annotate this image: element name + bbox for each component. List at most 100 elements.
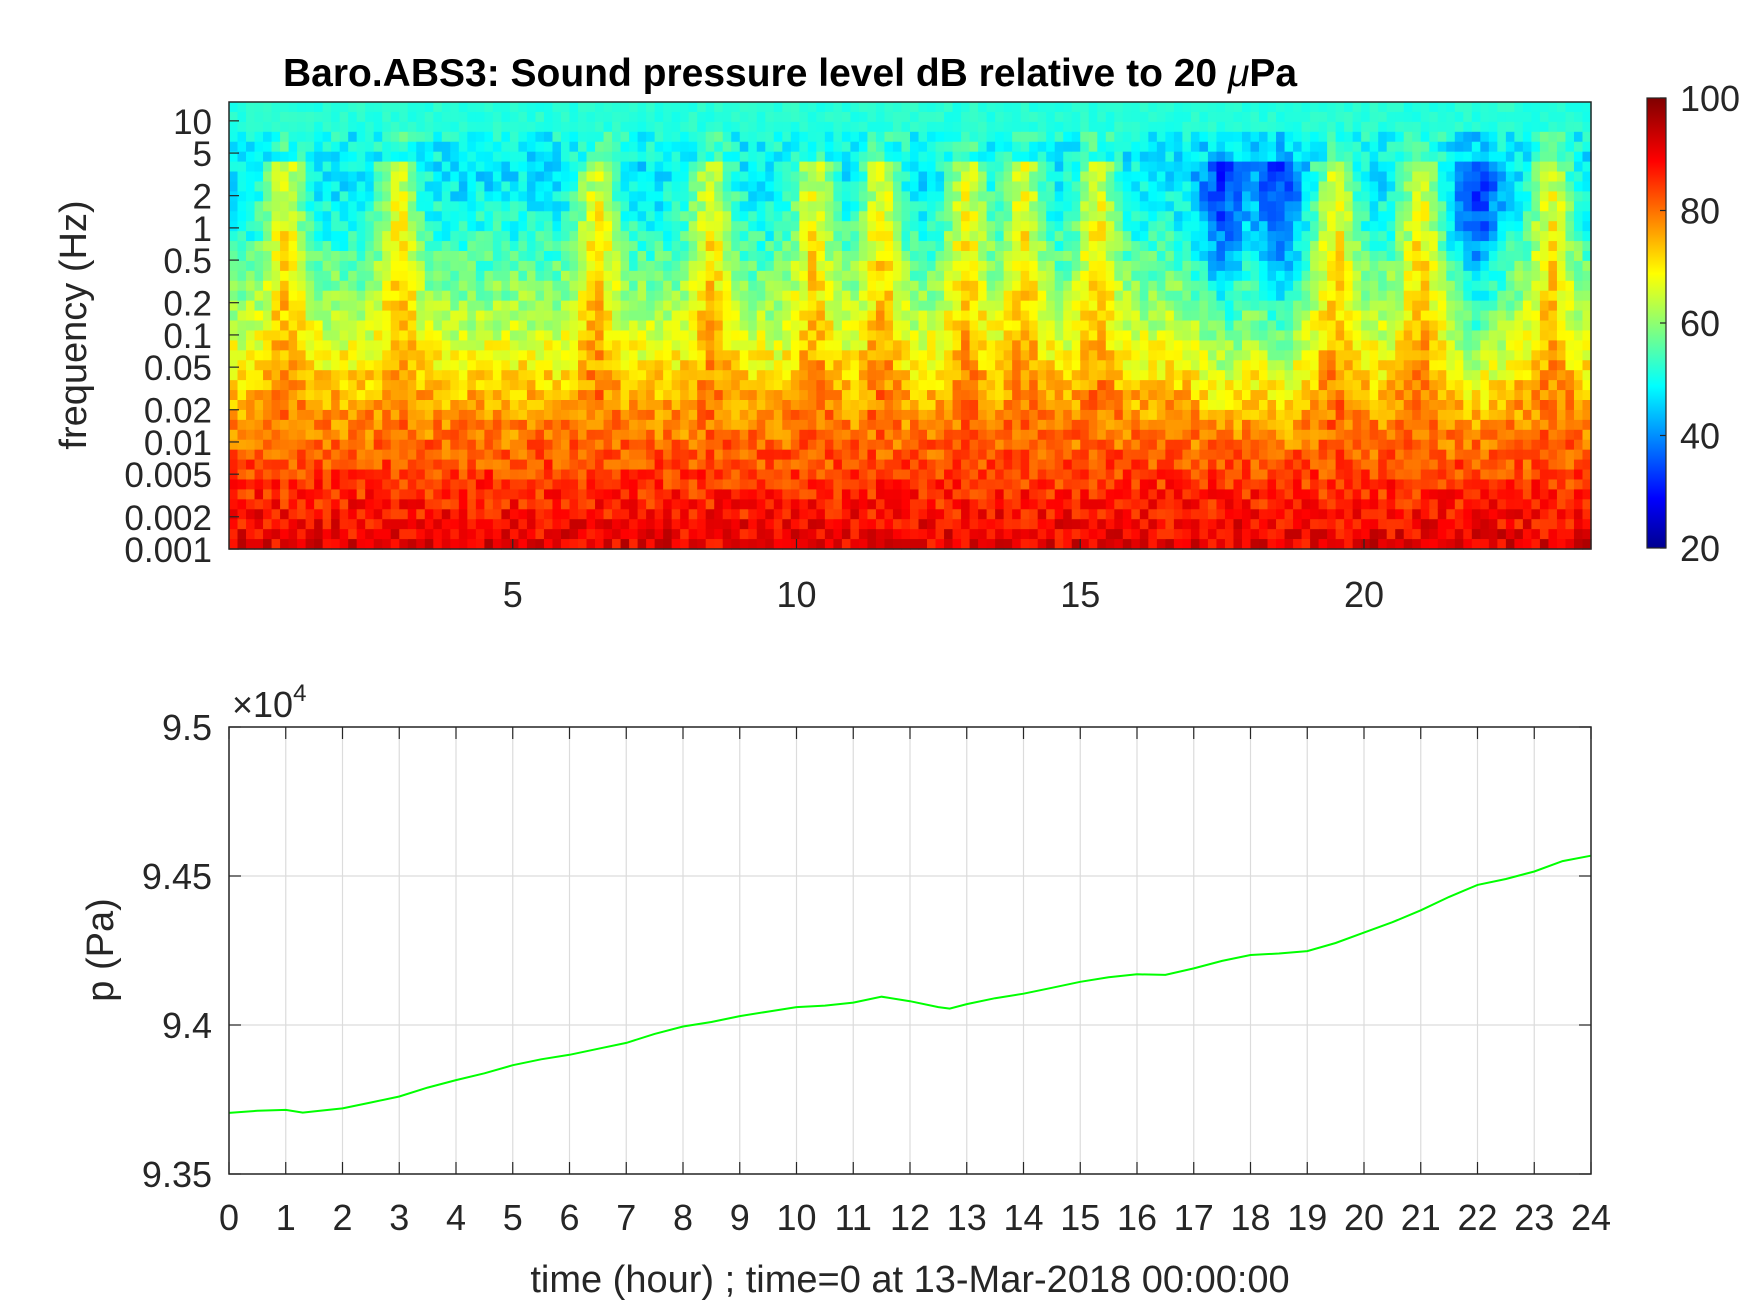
spectrogram-cell	[799, 419, 809, 431]
spectrogram-cell	[509, 121, 520, 133]
spectrogram-cell	[595, 439, 605, 451]
spectrogram-cell	[1156, 231, 1166, 242]
spectrogram-cell	[927, 340, 937, 351]
spectrogram-cell	[305, 400, 315, 411]
spectrogram-cell	[722, 171, 732, 183]
spectrogram-cell	[229, 260, 239, 272]
spectrogram-cell	[1097, 102, 1107, 113]
spectrogram-cell	[620, 489, 630, 500]
spectrogram-cell	[927, 102, 937, 113]
spectrogram-cell	[416, 221, 426, 232]
spectrogram-cell	[782, 171, 792, 183]
spectrogram-cell	[246, 290, 256, 302]
spectrogram-cell	[1122, 211, 1132, 222]
spectrogram-cell	[1020, 181, 1030, 192]
spectrogram-cell	[705, 489, 715, 500]
spectrogram-cell	[586, 171, 596, 183]
spectrogram-cell	[978, 489, 988, 500]
spectrogram-cell	[373, 102, 383, 113]
spectrogram-cell	[560, 340, 571, 351]
spectrogram-cell	[467, 449, 477, 461]
spectrogram-cell	[229, 439, 239, 451]
spectrogram-cell	[731, 201, 741, 212]
spectrogram-cell	[1131, 201, 1141, 212]
spectrogram-cell	[399, 161, 409, 173]
spectrogram-cell	[1088, 519, 1098, 530]
spectrogram-cell	[458, 131, 468, 143]
spectrogram-cell	[1046, 469, 1056, 481]
spectrogram-cell	[339, 539, 349, 550]
spectrogram-cell	[1020, 171, 1030, 183]
spectrogram-cell	[450, 221, 460, 232]
spectrogram-cell	[314, 429, 324, 441]
spectrogram-cell	[841, 131, 852, 143]
spectrogram-cell	[773, 280, 783, 292]
spectrogram-cell	[356, 459, 366, 471]
spectrogram-cell	[790, 360, 800, 371]
spectrogram-cell	[680, 171, 690, 183]
spectrogram-cell	[382, 489, 392, 500]
spectrogram-cell	[875, 400, 886, 411]
spectrogram-cell	[765, 509, 775, 520]
spectrogram-cell	[246, 260, 256, 272]
spectrogram-cell	[671, 171, 681, 183]
spectrogram-cell	[578, 141, 588, 153]
spectrogram-cell	[654, 390, 664, 401]
spectrogram-cell	[612, 419, 622, 431]
spectrogram-cell	[1046, 201, 1056, 212]
spectrogram-cell	[969, 320, 979, 332]
spectrogram-cell	[773, 231, 783, 242]
spectrogram-cell	[824, 509, 834, 520]
spectrogram-cell	[1037, 151, 1047, 163]
spectrogram-cell	[229, 489, 239, 500]
spectrogram-cell	[995, 191, 1005, 202]
spectrogram-cell	[560, 290, 571, 302]
spectrogram-cell	[637, 121, 647, 133]
spectrogram-cell	[1105, 131, 1115, 143]
spectrogram-cell	[782, 469, 792, 481]
spectrogram-cell	[927, 419, 937, 431]
spectrogram-cell	[978, 370, 988, 381]
spectrogram-cell	[518, 529, 528, 540]
spectrogram-cell	[339, 251, 349, 262]
spectrogram-cell	[807, 181, 817, 192]
spectrogram-cell	[680, 370, 690, 381]
spectrogram-cell	[1012, 469, 1022, 481]
spectrogram-cell	[1097, 350, 1107, 361]
spectrogram-cell	[892, 330, 903, 341]
spectrogram-cell	[637, 231, 647, 242]
spectrogram-cell	[229, 350, 239, 361]
spectrogram-cell	[578, 290, 588, 302]
spectrogram-cell	[935, 260, 945, 272]
spectrogram-cell	[450, 539, 460, 550]
spectrogram-cell	[680, 340, 690, 351]
spectrogram-cell	[773, 479, 783, 490]
spectrogram-cell	[1071, 260, 1081, 272]
spectrogram-cell	[637, 131, 647, 143]
spectrogram-cell	[918, 419, 928, 431]
spectrogram-cell	[441, 181, 451, 192]
spectrogram-cell	[629, 300, 639, 312]
spectrogram-cell	[765, 340, 775, 351]
spectrogram-cell	[978, 221, 988, 232]
spectrogram-cell	[722, 340, 732, 351]
spectrogram-cell	[475, 231, 485, 242]
spectrogram-cell	[995, 509, 1005, 520]
spectrogram-cell	[484, 141, 494, 153]
spectrogram-cell	[714, 300, 724, 312]
spectrogram-cell	[441, 260, 451, 272]
spectrogram-cell	[1131, 310, 1141, 322]
spectrogram-cell	[841, 111, 852, 123]
spectrogram-cell	[671, 310, 681, 322]
spectrogram-cell	[901, 102, 911, 113]
spectrogram-cell	[365, 260, 375, 272]
spectrogram-cell	[1139, 111, 1149, 123]
spectrogram-cell	[331, 429, 341, 441]
spectrogram-cell	[467, 429, 477, 441]
spectrogram-cell	[875, 419, 886, 431]
spectrogram-cell	[773, 171, 783, 183]
spectrogram-cell	[1156, 320, 1166, 332]
spectrogram-cell	[731, 519, 741, 530]
spectrogram-cell	[901, 320, 911, 332]
spectrogram-cell	[271, 529, 281, 540]
